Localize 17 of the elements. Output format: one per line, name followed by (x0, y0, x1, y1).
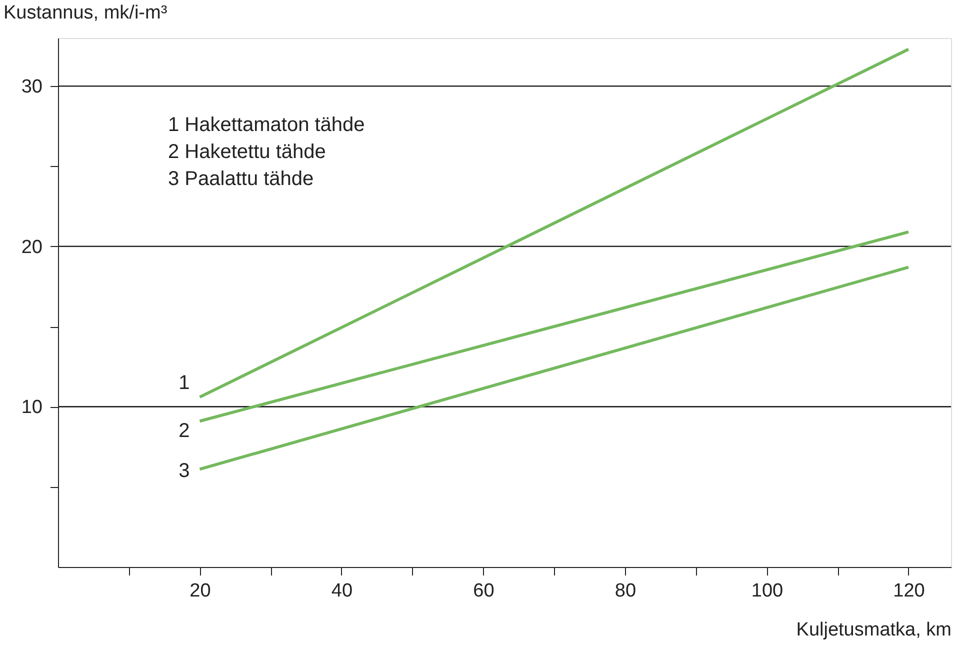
series-label: 3 (178, 460, 190, 482)
x-tick-label: 100 (751, 580, 784, 602)
x-tick-label: 40 (331, 580, 353, 602)
series-label: 2 (178, 420, 190, 442)
x-tick-label: 80 (614, 580, 636, 602)
y-tick-label: 10 (21, 397, 42, 418)
annotation: 1 Hakettamaton tähde (168, 114, 365, 136)
x-tick-label: 60 (473, 580, 494, 602)
x-axis-title: Kuljetusmatka, km (796, 620, 952, 640)
annotation: 2 Haketettu tähde (168, 141, 326, 163)
x-tick-label: 20 (190, 580, 211, 602)
y-axis-title: Kustannus, mk/i-m³ (4, 2, 168, 24)
x-tick-label: 120 (893, 580, 925, 602)
series-label: 1 (178, 372, 190, 394)
annotation: 3 Paalattu tähde (168, 168, 314, 190)
y-tick-label: 30 (21, 76, 42, 98)
y-tick-label: 20 (21, 236, 42, 258)
